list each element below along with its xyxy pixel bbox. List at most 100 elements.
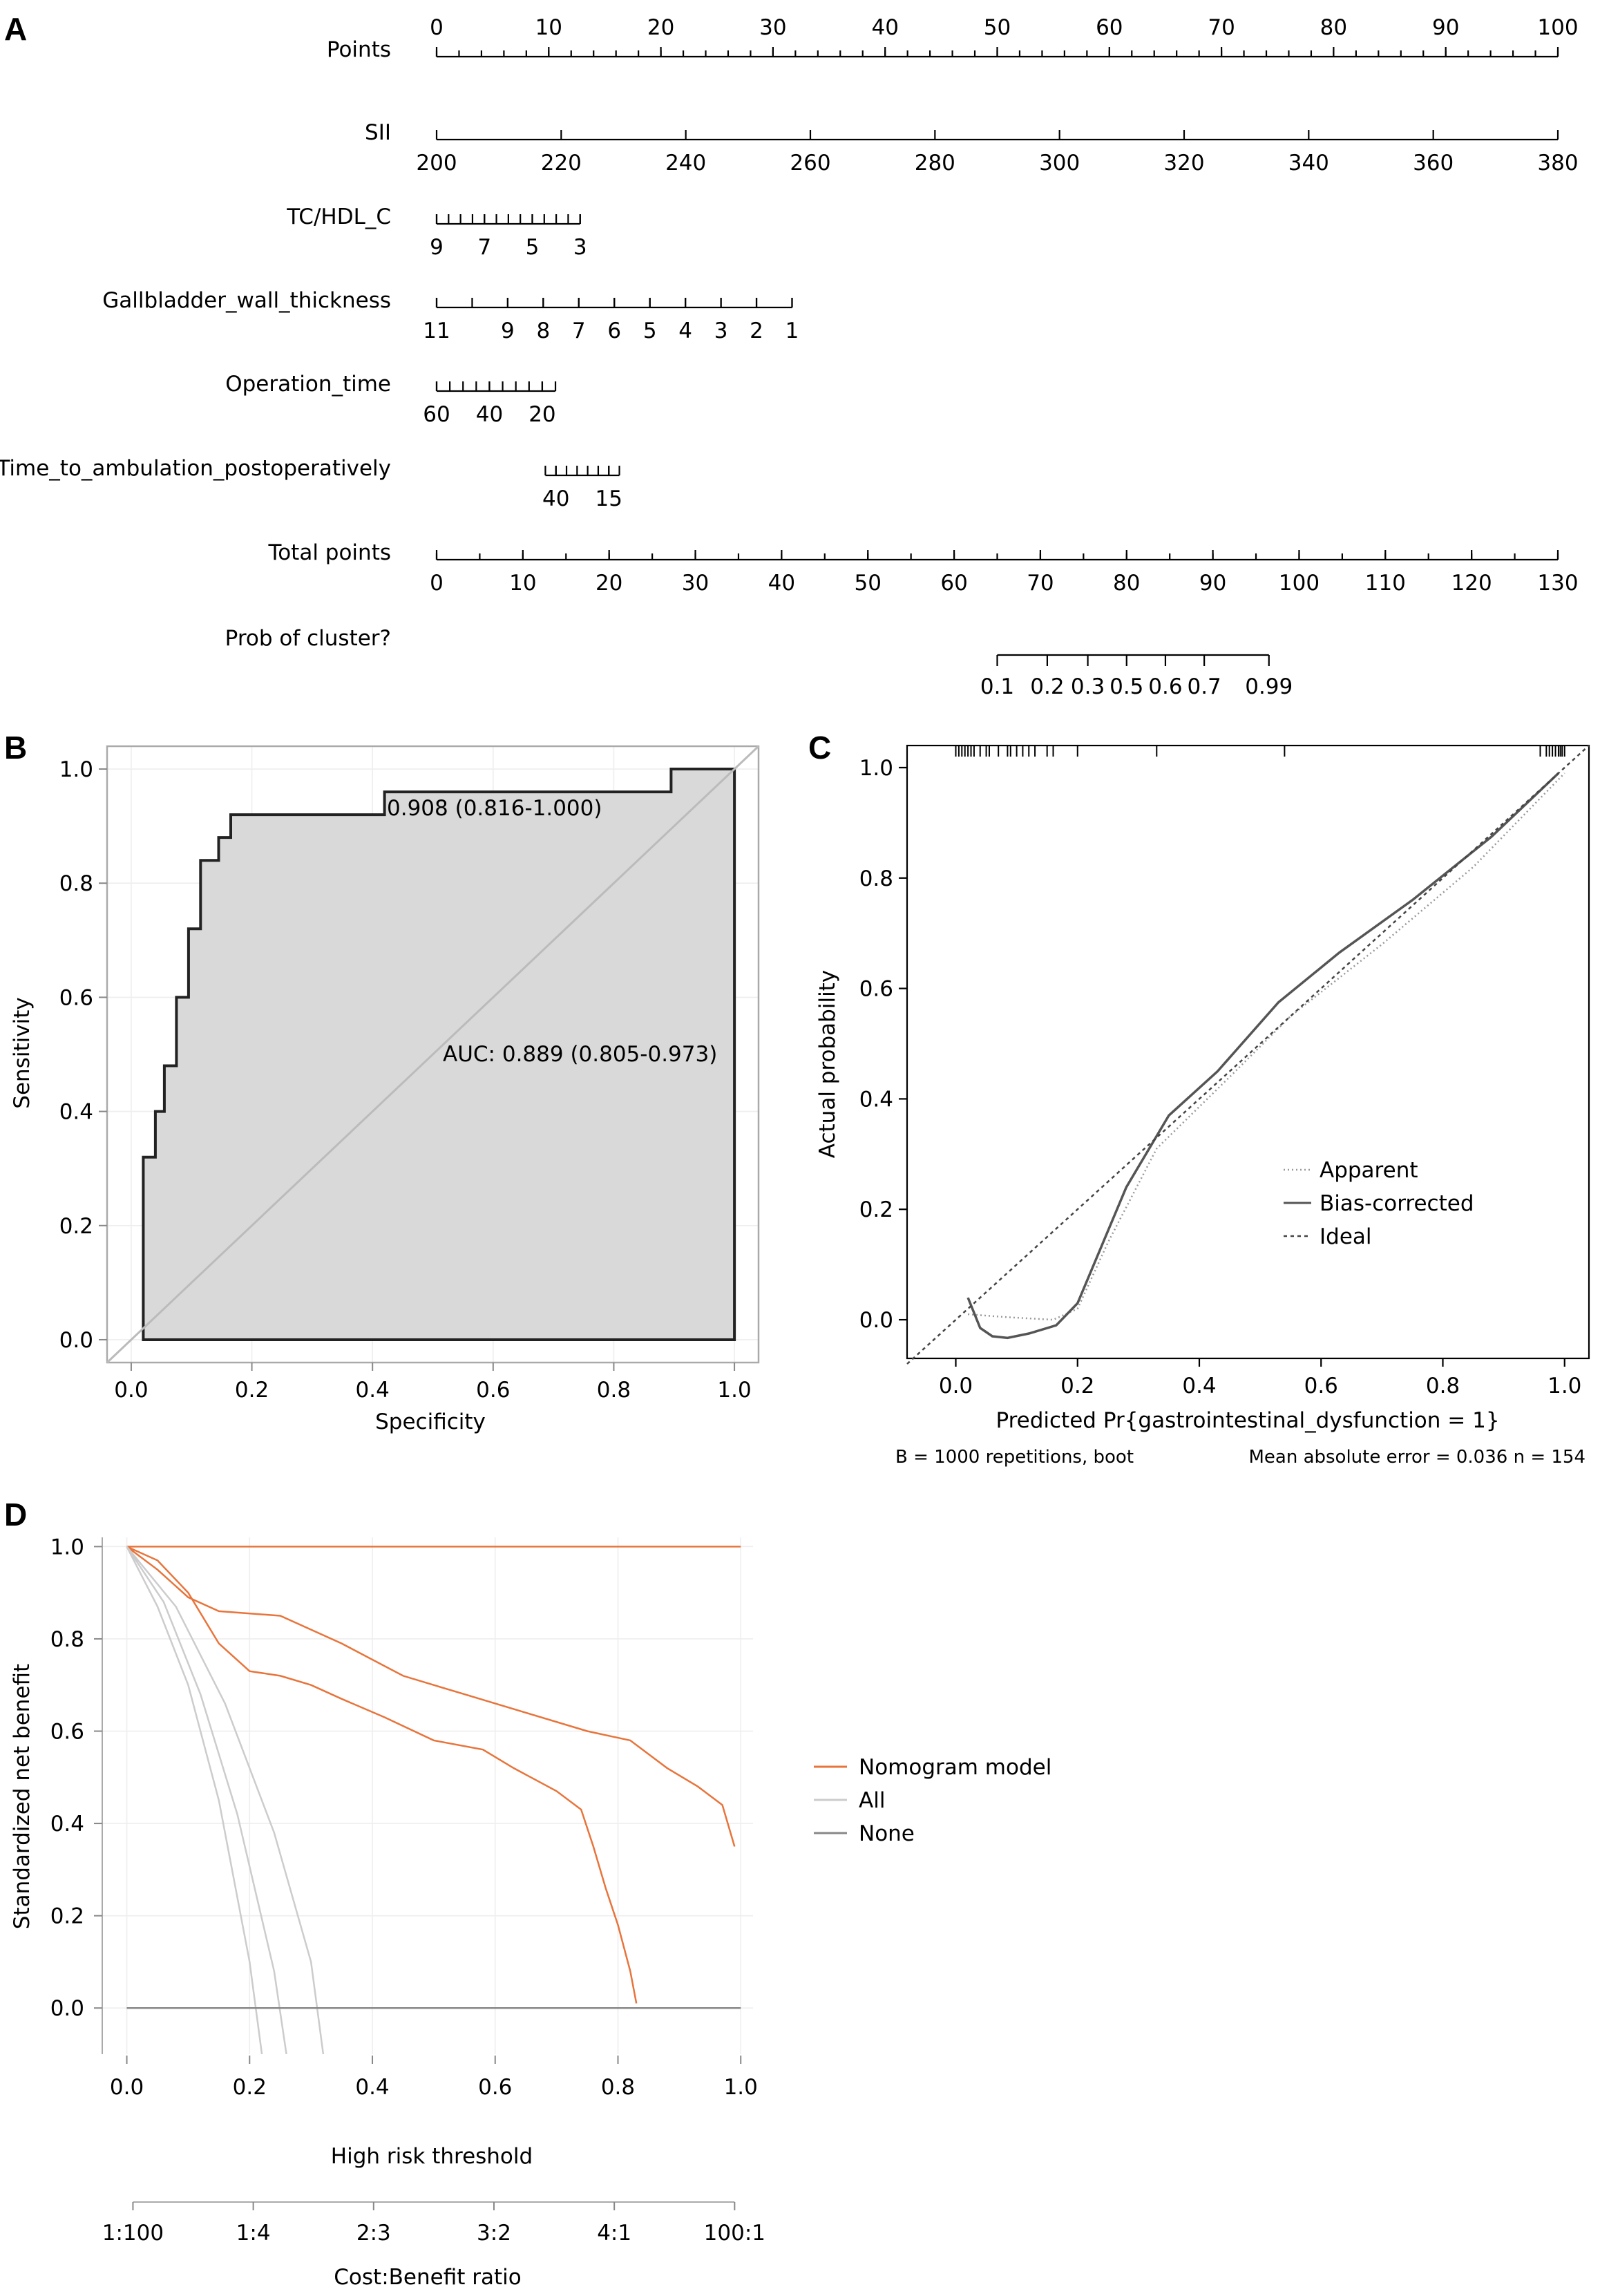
nomo-tick-label: 40 — [542, 486, 569, 511]
dca-secondary-axis-label: Cost:Benefit ratio — [334, 2265, 521, 2290]
dca-y-tick-label: 0.2 — [50, 1904, 84, 1929]
dca-series-all — [126, 1546, 263, 2054]
legend-nomogram-model: Nomogram model — [859, 1755, 1051, 1780]
nomo-tick-label: 100 — [1279, 571, 1320, 596]
nomo-tick-label: 280 — [915, 151, 955, 175]
roc-y-tick-label: 0.4 — [59, 1100, 93, 1125]
cal-y-tick-label: 0.4 — [859, 1087, 893, 1112]
dca-x-tick-label: 0.8 — [601, 2075, 635, 2100]
nomo-tick-label: 30 — [682, 571, 709, 596]
cal-legend: Apparent Bias-corrected Ideal — [1284, 1158, 1474, 1249]
cal-x-tick-label: 0.8 — [1426, 1374, 1460, 1398]
dca-y-tick-label: 0.4 — [50, 1812, 84, 1837]
nomo-tick-label: 9 — [501, 319, 515, 343]
nomo-tick-label: 8 — [536, 319, 550, 343]
cal-y-tick-label: 1.0 — [859, 756, 893, 781]
nomo-tick-label: 20 — [647, 15, 674, 40]
nomo-tick-label: 60 — [940, 571, 967, 596]
nomo-row-label: Operation_time — [225, 372, 391, 397]
nomo-tick-label: 0.3 — [1071, 674, 1105, 699]
roc-diagonal — [106, 745, 760, 1364]
nomo-tick-label: 40 — [476, 402, 503, 427]
nomo-tick-label: 6 — [607, 319, 621, 343]
dca-secondary-tick-label: 100:1 — [704, 2221, 765, 2246]
nomo-tick-label: 9 — [430, 235, 444, 260]
dca-x-tick-label: 0.2 — [233, 2075, 267, 2100]
roc-annotation-threshold: 0.908 (0.816-1.000) — [387, 796, 602, 821]
dca-x-tick-label: 0.0 — [110, 2075, 144, 2100]
nomo-tick-label: 0 — [430, 15, 444, 40]
dca-series-all — [126, 1546, 287, 2054]
nomo-tick-label: 260 — [790, 151, 830, 175]
nomo-tick-label: 100 — [1537, 15, 1578, 40]
nomo-tick-label: 60 — [1096, 15, 1123, 40]
nomo-row-label: Total points — [268, 540, 391, 565]
nomo-tick-label: 360 — [1413, 151, 1454, 175]
nomo-tick-label: 2 — [750, 319, 763, 343]
cal-plot-frame — [906, 744, 1590, 1360]
nomo-tick-label: 0.5 — [1109, 674, 1143, 699]
dca-secondary-tick-label: 2:3 — [356, 2221, 391, 2246]
dca-y-axis-label: Standardized net benefit — [10, 1664, 35, 1929]
dca-y-tick-label: 0.0 — [50, 1996, 84, 2021]
nomo-tick-label: 0.2 — [1030, 674, 1064, 699]
cal-y-axis-label: Actual probability — [815, 970, 840, 1158]
nomo-tick-label: 110 — [1365, 571, 1406, 596]
cal-series-bias-corrected — [966, 772, 1560, 1340]
nomo-tick-label: 40 — [768, 571, 795, 596]
dca-legend: Nomogram model All None — [814, 1755, 1051, 1846]
nomo-tick-label: 7 — [572, 319, 586, 343]
legend-all: All — [859, 1788, 885, 1813]
nomo-tick-label: 20 — [528, 402, 555, 427]
legend-bias-corrected: Bias-corrected — [1320, 1191, 1474, 1216]
cal-series-apparent — [968, 772, 1565, 1321]
nomo-tick-label: 130 — [1537, 571, 1578, 596]
roc-y-tick-label: 1.0 — [59, 757, 93, 782]
dca-series-all — [126, 1546, 325, 2054]
nomo-tick-label: 30 — [759, 15, 786, 40]
nomo-tick-label: 5 — [643, 319, 657, 343]
cal-x-axis-label: Predicted Pr{gastrointestinal_dysfunctio… — [996, 1408, 1499, 1433]
dca-y-tick-label: 1.0 — [50, 1535, 84, 1559]
nomo-tick-label: 0.1 — [980, 674, 1014, 699]
dca-secondary-tick-label: 3:2 — [477, 2221, 511, 2246]
panel-label-c: C — [808, 730, 831, 766]
nomo-tick-label: 40 — [871, 15, 898, 40]
nomo-tick-label: 0 — [430, 571, 444, 596]
nomo-tick-label: 3 — [573, 235, 587, 260]
nomo-tick-label: 80 — [1113, 571, 1140, 596]
nomo-tick-label: 11 — [423, 319, 450, 343]
decision-curve-chart: 0.0 0.2 0.4 0.6 0.8 1.0 0.0 0.2 0.4 0.6 0.8 1.0 Hig… — [10, 1535, 1051, 2290]
nomo-tick-label: 20 — [596, 571, 622, 596]
nomo-tick-label: 70 — [1027, 571, 1054, 596]
roc-chart: 0.0 0.2 0.4 0.6 0.8 1.0 0.0 0.2 0.4 0.6 0.8 1.0 0.9… — [10, 745, 760, 1434]
nomo-tick-label: 240 — [665, 151, 706, 175]
cal-x-tick-label: 1.0 — [1547, 1374, 1581, 1398]
nomo-tick-label: 4 — [678, 319, 692, 343]
nomo-row-label: Points — [327, 37, 391, 62]
roc-x-tick-label: 0.6 — [476, 1378, 510, 1403]
nomo-row-label: SII — [365, 120, 391, 145]
legend-ideal: Ideal — [1320, 1224, 1372, 1249]
cal-x-tick-label: 0.6 — [1304, 1374, 1338, 1398]
nomo-tick-label: 0.99 — [1245, 674, 1293, 699]
dca-series-nomogram-model — [126, 1546, 736, 1847]
panel-label-b: B — [4, 730, 27, 766]
cal-y-tick-label: 0.6 — [859, 977, 893, 1002]
roc-x-tick-label: 0.8 — [597, 1378, 631, 1403]
cal-footnote-right: Mean absolute error = 0.036 n = 154 — [1248, 1447, 1585, 1468]
calibration-chart: 0.0 0.2 0.4 0.6 0.8 1.0 0.0 0.2 0.4 0.6 0.8 1.0 App… — [815, 744, 1590, 1468]
nomo-tick-label: 0.6 — [1148, 674, 1182, 699]
nomo-tick-label: 200 — [416, 151, 457, 175]
nomo-tick-label: 3 — [714, 319, 728, 343]
cal-x-tick-label: 0.4 — [1182, 1374, 1216, 1398]
cal-y-tick-label: 0.8 — [859, 866, 893, 891]
roc-annotation-auc: AUC: 0.889 (0.805-0.973) — [443, 1042, 717, 1067]
roc-x-tick-label: 0.2 — [235, 1378, 269, 1403]
dca-y-tick-label: 0.6 — [50, 1720, 84, 1745]
nomo-tick-label: 320 — [1163, 151, 1204, 175]
roc-area — [142, 768, 736, 1341]
nomo-tick-label: 50 — [984, 15, 1011, 40]
roc-y-tick-label: 0.6 — [59, 985, 93, 1010]
